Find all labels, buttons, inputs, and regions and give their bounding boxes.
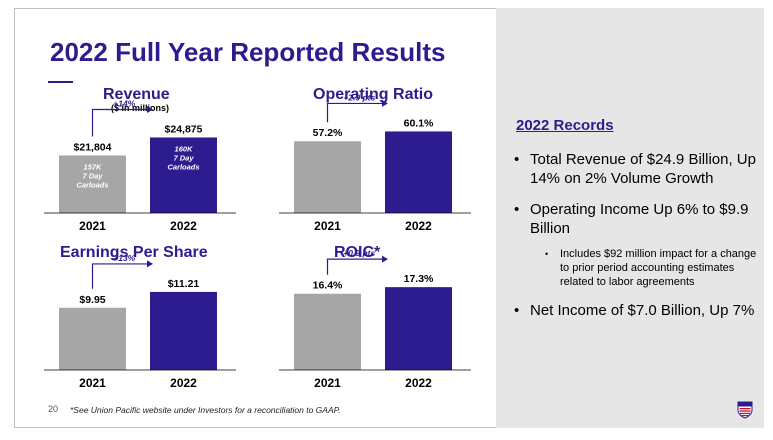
revenue-chart-title: Revenue: [103, 86, 170, 103]
revenue-category-label: 2022: [170, 219, 197, 233]
records-item: Total Revenue of $24.9 Billion, Up 14% o…: [512, 150, 762, 188]
roic-change-label: +0.9 pts: [343, 248, 375, 258]
roic-category-label: 2022: [405, 376, 432, 390]
page-number: 20: [48, 404, 59, 414]
eps-change-connector: [91, 263, 148, 289]
operating-ratio-category-label: 2021: [314, 219, 341, 233]
revenue-change-label: +14%: [113, 98, 135, 108]
roic-change-connector: [326, 258, 383, 275]
records-heading: 2022 Records: [516, 117, 614, 134]
eps-bar-2021: [59, 307, 126, 370]
operating-ratio-chart-title: Operating Ratio: [313, 86, 434, 103]
eps-bar-2022: [150, 291, 217, 370]
eps-value-label: $9.95: [79, 294, 105, 306]
roic-value-label: 16.4%: [313, 280, 343, 292]
eps-category-label: 2022: [170, 376, 197, 390]
records-list: Total Revenue of $24.9 Billion, Up 14% o…: [512, 150, 762, 332]
roic-bar-2021: [294, 293, 361, 370]
revenue-bar-2021: [59, 155, 126, 213]
operating-ratio-category-label: 2022: [405, 219, 432, 233]
operating-ratio-chart: 57.2% 2021 60.1% 2022 +2.9 pts: [279, 92, 471, 233]
revenue-value-label: $21,804: [74, 141, 112, 153]
revenue-bar-2022: [150, 137, 217, 213]
revenue-bar-note: 160K: [175, 144, 194, 153]
roic-chart-title: ROIC*: [334, 244, 381, 261]
eps-chart: $9.95 2021 $11.21 2022 +13%: [44, 253, 236, 390]
revenue-chart-subtitle: ($ in millions): [111, 103, 170, 113]
revenue-bar-note: 7 Day: [82, 171, 103, 180]
operating-ratio-change-label: +2.9 pts: [343, 92, 375, 102]
roic-bar-2022: [385, 287, 452, 370]
roic-change-arrowhead: [382, 255, 388, 263]
revenue-value-label: $24,875: [165, 123, 203, 135]
eps-chart-title: Earnings Per Share: [60, 244, 208, 261]
operating-ratio-value-label: 60.1%: [404, 117, 434, 129]
operating-ratio-value-label: 57.2%: [313, 127, 343, 139]
eps-change-arrowhead: [147, 260, 153, 268]
revenue-bar-note: Carloads: [76, 180, 108, 189]
operating-ratio-change-arrowhead: [382, 99, 388, 107]
revenue-category-label: 2021: [79, 219, 106, 233]
revenue-bar-note: 157K: [84, 162, 103, 171]
title-underline: [48, 81, 73, 83]
union-pacific-shield-icon: [737, 401, 753, 419]
operating-ratio-change-connector: [326, 102, 383, 123]
operating-ratio-bar-2022: [385, 131, 452, 213]
roic-category-label: 2021: [314, 376, 341, 390]
eps-value-label: $11.21: [168, 278, 200, 290]
records-subitem: Includes $92 million impact for a change…: [512, 247, 762, 289]
eps-category-label: 2021: [79, 376, 106, 390]
operating-ratio-bar-2021: [294, 141, 361, 213]
eps-change-label: +13%: [113, 253, 135, 263]
records-item: Net Income of $7.0 Billion, Up 7%: [512, 301, 762, 320]
footnote: *See Union Pacific website under Investo…: [70, 405, 341, 415]
records-item: Operating Income Up 6% to $9.9 Billion: [512, 200, 762, 238]
revenue-bar-note: 7 Day: [173, 153, 194, 162]
revenue-change-arrowhead: [147, 105, 153, 113]
slide-title: 2022 Full Year Reported Results: [50, 37, 446, 67]
roic-chart: 16.4% 2021 17.3% 2022 +0.9 pts: [279, 248, 471, 390]
revenue-change-connector: [91, 108, 148, 137]
revenue-bar-note: Carloads: [167, 162, 199, 171]
roic-value-label: 17.3%: [404, 273, 434, 285]
